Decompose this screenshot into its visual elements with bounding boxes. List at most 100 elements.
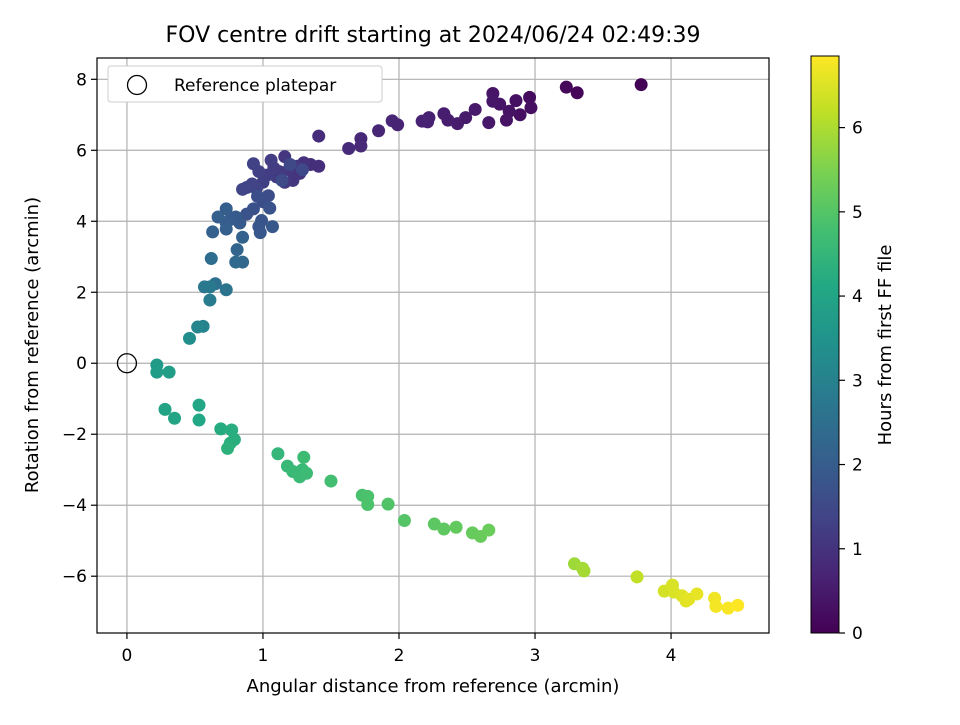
data-point (219, 202, 233, 216)
data-point (191, 320, 205, 334)
data-point (158, 402, 172, 416)
data-point (312, 129, 326, 143)
data-point (342, 142, 356, 156)
reference-marker (116, 353, 138, 374)
data-point (324, 474, 338, 488)
x-axis: 0 1 2 3 4 (122, 633, 677, 666)
data-point (499, 113, 513, 127)
data-point (150, 365, 164, 379)
data-point (229, 255, 243, 269)
colorbar-ticks: 0 1 2 3 4 5 6 (839, 119, 863, 644)
data-point (372, 124, 386, 138)
data-point (219, 283, 233, 297)
legend: Reference platepar (107, 65, 383, 103)
data-point (415, 114, 429, 128)
data-point (192, 413, 206, 427)
data-point (486, 94, 500, 108)
data-point (236, 182, 250, 196)
data-point (427, 517, 441, 531)
data-point (449, 520, 463, 534)
data-point (354, 139, 368, 153)
data-point (162, 365, 176, 379)
data-point (437, 107, 451, 121)
data-point (206, 225, 220, 239)
data-points (150, 78, 745, 615)
data-point (361, 498, 375, 512)
colorbar-tick-label: 2 (852, 456, 863, 476)
y-tick-label: −2 (62, 425, 87, 445)
x-tick-label: 3 (530, 646, 541, 666)
data-point (299, 466, 313, 480)
y-tick-label: 8 (76, 70, 87, 90)
colorbar: 0 1 2 3 4 5 6 Hours from first FF file (810, 55, 896, 644)
data-point (690, 587, 704, 601)
data-point (482, 523, 496, 537)
data-point (168, 411, 182, 425)
data-point (211, 210, 225, 224)
data-point (240, 207, 254, 221)
y-tick-label: 4 (76, 212, 87, 232)
data-point (468, 102, 482, 116)
legend-label: Reference platepar (174, 76, 336, 96)
data-point (251, 189, 265, 203)
data-point (183, 331, 197, 345)
data-point (263, 201, 277, 215)
data-point (731, 598, 745, 612)
data-point (634, 78, 648, 92)
y-tick-label: 2 (76, 283, 87, 303)
data-point (264, 153, 278, 167)
x-tick-label: 4 (666, 646, 677, 666)
x-tick-label: 0 (122, 646, 133, 666)
data-point (219, 222, 233, 236)
x-tick-label: 1 (258, 646, 269, 666)
colorbar-gradient (810, 55, 840, 634)
data-point (570, 86, 584, 100)
data-point (246, 157, 260, 171)
colorbar-tick-label: 3 (852, 371, 863, 391)
data-point (236, 230, 250, 244)
data-point (524, 101, 538, 115)
data-point (577, 564, 591, 578)
legend-marker (126, 74, 148, 96)
colorbar-label: Hours from first FF file (875, 245, 896, 446)
data-point (297, 450, 311, 464)
data-point (513, 108, 527, 122)
data-point (203, 293, 217, 307)
data-point (559, 80, 573, 94)
data-point (192, 398, 206, 412)
data-point (221, 441, 235, 455)
y-tick-label: 0 (76, 354, 87, 374)
data-point (523, 90, 537, 104)
data-point (437, 522, 451, 536)
data-point (283, 157, 297, 171)
y-tick-label: −6 (62, 567, 87, 587)
colorbar-tick-label: 0 (852, 624, 863, 644)
data-point (509, 94, 523, 108)
x-tick-label: 2 (394, 646, 405, 666)
chart-title: FOV centre drift starting at 2024/06/24 … (166, 23, 701, 48)
data-point (230, 243, 244, 257)
colorbar-tick-label: 4 (852, 287, 863, 307)
y-tick-label: −4 (62, 496, 87, 516)
legend-box (107, 65, 383, 103)
plot-frame (96, 57, 770, 634)
reference-marker-group (116, 353, 138, 374)
data-point (385, 114, 399, 128)
data-point (214, 422, 228, 436)
y-tick-label: 6 (76, 141, 87, 161)
data-point (265, 220, 279, 234)
data-point (204, 252, 218, 266)
data-point (397, 513, 411, 527)
data-point (295, 163, 309, 177)
data-point (271, 447, 285, 461)
data-point (275, 173, 289, 187)
data-point (630, 570, 644, 584)
y-axis-label: Rotation from reference (arcmin) (22, 197, 43, 493)
data-point (381, 497, 395, 511)
data-point (709, 599, 723, 613)
colorbar-tick-label: 5 (852, 203, 863, 223)
data-point (253, 226, 267, 240)
colorbar-tick-label: 6 (852, 119, 863, 139)
grid (97, 58, 769, 633)
